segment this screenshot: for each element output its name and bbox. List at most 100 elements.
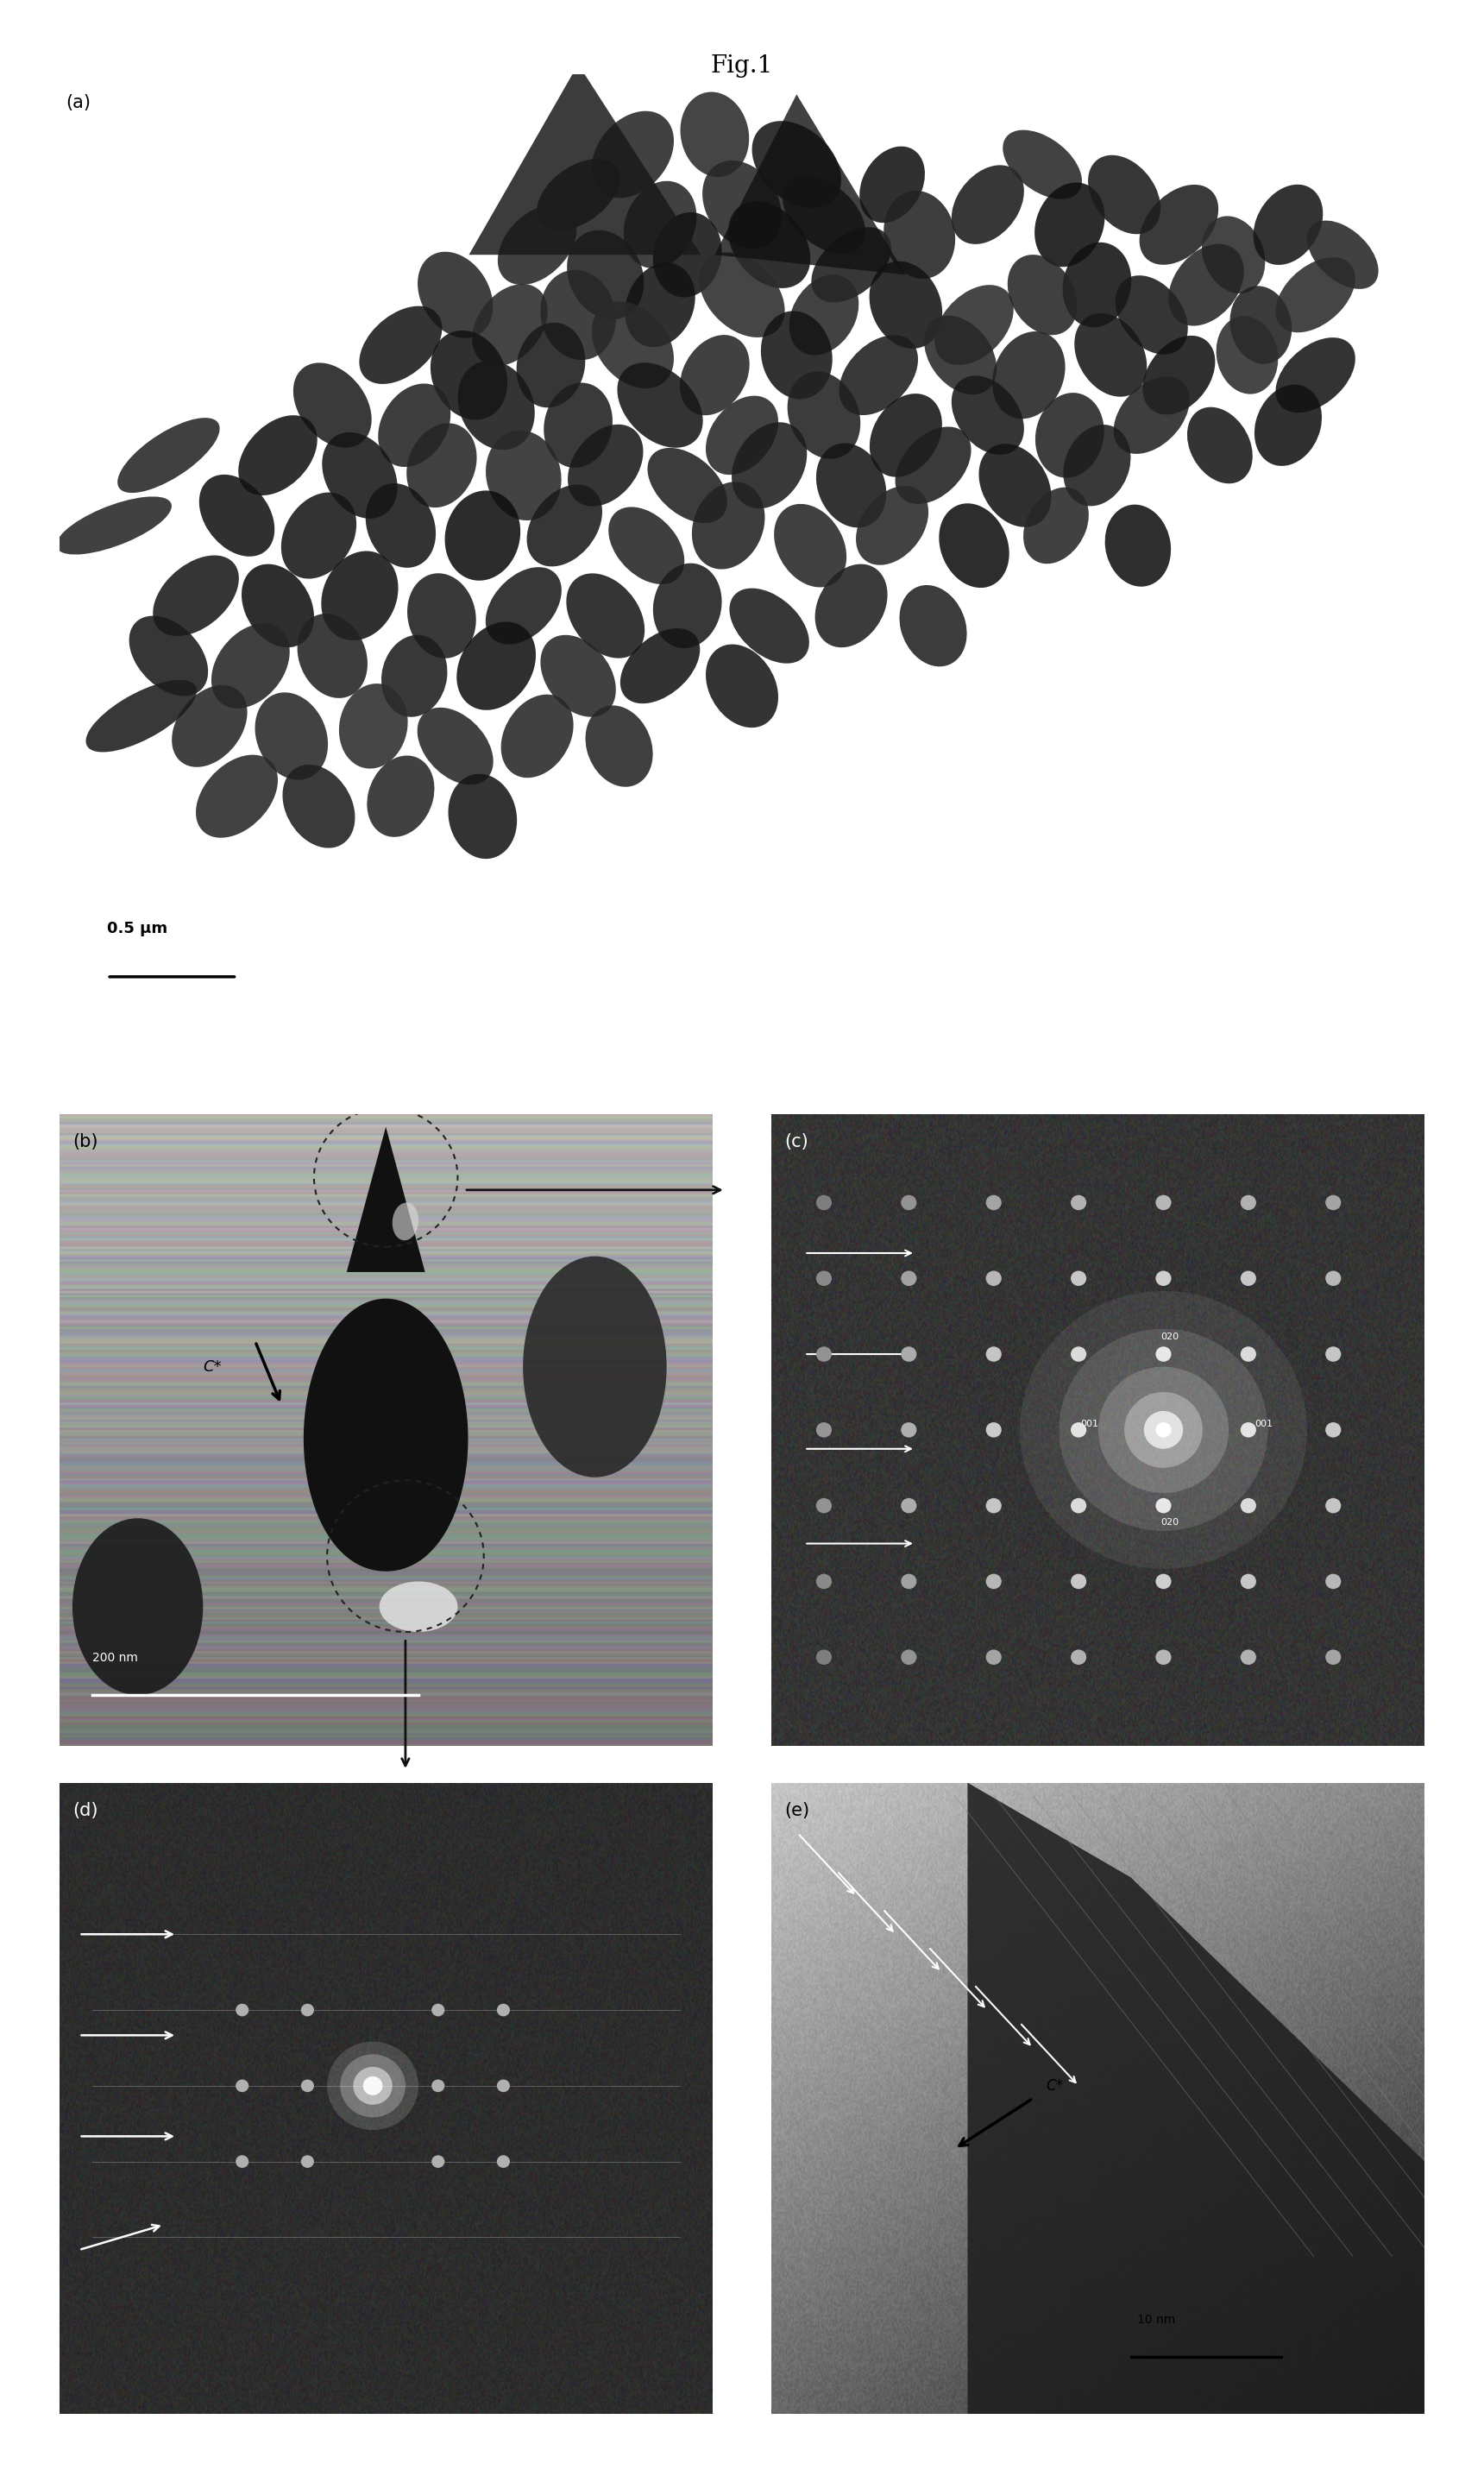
Circle shape [1071,1347,1086,1362]
Ellipse shape [623,181,696,267]
Circle shape [497,2154,510,2169]
Circle shape [301,2154,315,2169]
Ellipse shape [338,683,408,768]
Ellipse shape [870,262,942,349]
Ellipse shape [417,708,493,785]
Ellipse shape [1254,384,1322,465]
Ellipse shape [775,505,846,587]
Ellipse shape [568,423,643,505]
Circle shape [1060,1330,1267,1530]
Ellipse shape [1140,186,1218,265]
Circle shape [901,1649,917,1664]
Ellipse shape [117,418,220,493]
Text: 020: 020 [1160,1332,1180,1342]
Ellipse shape [620,629,700,703]
Ellipse shape [1217,317,1278,394]
Circle shape [1325,1498,1342,1513]
Circle shape [1325,1649,1342,1664]
Ellipse shape [567,230,644,319]
Circle shape [432,2080,445,2092]
Ellipse shape [899,584,968,666]
Circle shape [1325,1347,1342,1362]
Ellipse shape [935,285,1014,364]
Ellipse shape [457,361,534,451]
Text: (d): (d) [73,1803,98,1820]
Ellipse shape [367,755,435,837]
Ellipse shape [1088,156,1160,235]
Ellipse shape [608,508,684,584]
Circle shape [901,1196,917,1211]
Ellipse shape [540,634,616,718]
Ellipse shape [381,634,447,718]
Circle shape [901,1421,917,1439]
Ellipse shape [1074,314,1147,396]
Ellipse shape [752,121,841,208]
Ellipse shape [1034,183,1104,267]
Ellipse shape [1106,505,1171,587]
Ellipse shape [1143,337,1215,413]
Polygon shape [469,64,700,255]
Ellipse shape [585,706,653,787]
Ellipse shape [951,376,1024,456]
Circle shape [816,1421,831,1439]
Circle shape [1098,1367,1229,1493]
Ellipse shape [242,565,315,646]
Circle shape [340,2055,405,2117]
Circle shape [1071,1649,1086,1664]
Circle shape [816,1347,831,1362]
Ellipse shape [680,334,749,416]
Circle shape [1071,1575,1086,1590]
Ellipse shape [516,322,585,409]
Ellipse shape [732,423,807,508]
Circle shape [1241,1270,1255,1285]
Circle shape [1071,1196,1086,1211]
Circle shape [1156,1270,1171,1285]
Ellipse shape [816,443,886,527]
Ellipse shape [838,334,919,416]
Text: (c): (c) [785,1134,809,1151]
Ellipse shape [73,1518,203,1696]
Circle shape [1241,1575,1255,1590]
Ellipse shape [647,448,727,522]
Ellipse shape [702,161,782,248]
Circle shape [985,1498,1002,1513]
Ellipse shape [699,253,785,337]
Ellipse shape [979,443,1051,527]
Circle shape [1156,1347,1171,1362]
Ellipse shape [392,1203,418,1240]
Circle shape [985,1347,1002,1362]
Circle shape [1241,1649,1255,1664]
Ellipse shape [939,503,1009,587]
Text: C*: C* [1046,2077,1063,2095]
Ellipse shape [884,191,956,280]
Ellipse shape [1063,426,1131,505]
Circle shape [497,2080,510,2092]
Ellipse shape [653,562,721,649]
Ellipse shape [625,262,695,347]
Ellipse shape [870,394,942,478]
Ellipse shape [815,565,887,646]
Text: C*: C* [203,1359,221,1374]
Ellipse shape [653,213,721,297]
Text: 020: 020 [1160,1518,1180,1528]
Ellipse shape [322,433,398,517]
Ellipse shape [782,176,865,253]
Circle shape [353,2067,392,2105]
Circle shape [816,1649,831,1664]
Ellipse shape [730,589,809,664]
Text: (a): (a) [67,94,91,111]
Polygon shape [347,1127,424,1273]
Ellipse shape [1008,255,1077,334]
Circle shape [364,2077,383,2095]
Ellipse shape [321,552,398,641]
Ellipse shape [282,765,355,847]
Ellipse shape [457,621,536,711]
Circle shape [985,1575,1002,1590]
Circle shape [1241,1421,1255,1439]
Circle shape [1156,1498,1171,1513]
Circle shape [1241,1347,1255,1362]
Ellipse shape [129,617,208,696]
Ellipse shape [680,92,749,176]
Circle shape [1144,1411,1183,1448]
Circle shape [985,1649,1002,1664]
